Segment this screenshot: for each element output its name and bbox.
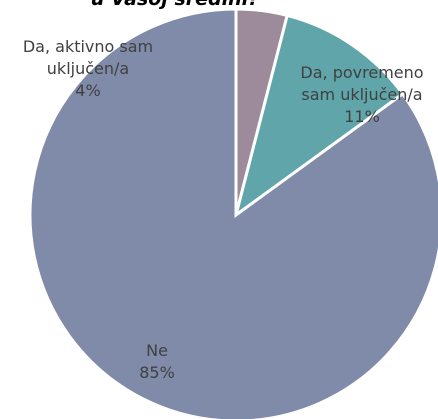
slice-label: Da, povremeno sam uključen/a (300, 63, 424, 104)
pie-slice (28, 7, 438, 419)
slice-value-label: 4% (75, 81, 101, 100)
pie-slice (233, 13, 405, 219)
slice-value-label: 11% (344, 107, 380, 126)
slice-label: Da, aktivno sam uključen/a (22, 37, 154, 78)
chart-title: u Vašoj sredini? (0, 0, 350, 10)
slice-value-label: 85% (139, 363, 175, 382)
slice-label: Ne (146, 341, 168, 360)
